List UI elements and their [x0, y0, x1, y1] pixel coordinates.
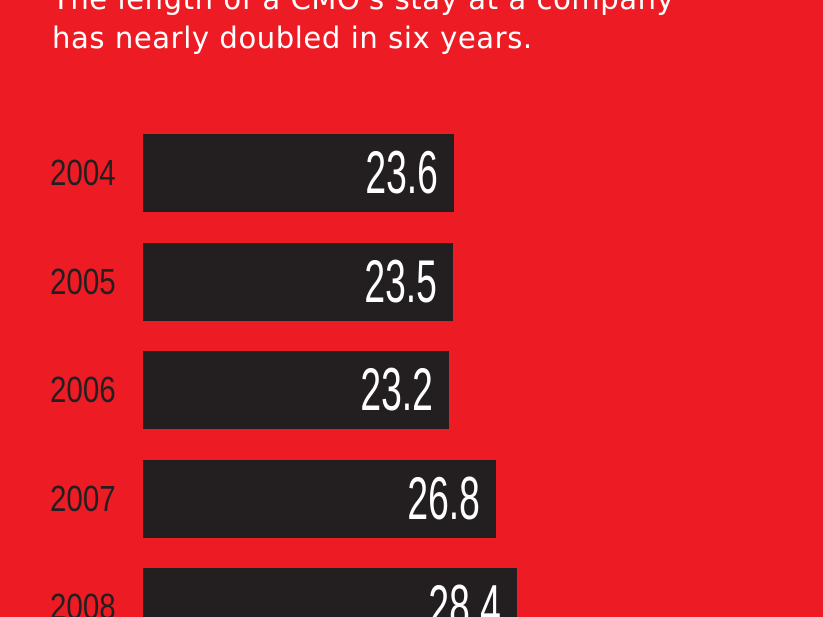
bar: 28.4 [143, 568, 517, 617]
bar: 23.2 [143, 351, 449, 429]
year-label: 2005 [50, 261, 116, 302]
bar-value-label: 26.8 [407, 465, 480, 532]
year-label: 2007 [50, 478, 116, 519]
bar: 26.8 [143, 460, 496, 538]
chart-subtitle-line-1: The length of a CMO's stay at a company [52, 0, 674, 16]
bar-value-label: 23.6 [365, 139, 438, 206]
bar: 23.6 [143, 134, 454, 212]
year-label: 2004 [50, 152, 116, 193]
bar: 23.5 [143, 243, 453, 321]
year-label: 2006 [50, 369, 116, 410]
chart-subtitle-line-2: has nearly doubled in six years. [52, 21, 533, 55]
bar-value-label: 23.2 [360, 356, 433, 423]
year-label: 2008 [50, 586, 116, 617]
bar-value-label: 23.5 [364, 248, 437, 315]
bar-value-label: 28.4 [428, 573, 501, 617]
